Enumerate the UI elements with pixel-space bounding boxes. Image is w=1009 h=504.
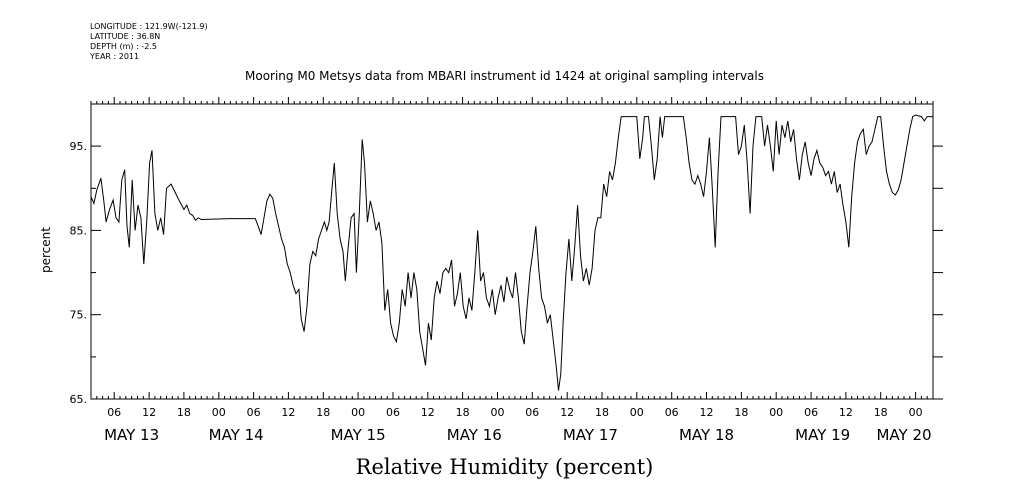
- x-axis-label: Relative Humidity (percent): [355, 455, 654, 479]
- x-tick-label: 06: [247, 406, 261, 419]
- x-tick-label: 18: [316, 406, 330, 419]
- x-tick-label: 06: [665, 406, 679, 419]
- x-ticks: 06 12 18 00 06 12 18 00 06 12 18 00 06 12 18 00 06 12 18 00…: [107, 97, 923, 419]
- x-tick-label: 00: [909, 406, 923, 419]
- y-tick-label: 75.: [70, 309, 88, 322]
- x-tick-label: 06: [107, 406, 121, 419]
- metadata-line-longitude: LONGITUDE : 121.9W(-121.9): [90, 22, 208, 31]
- x-tick-label: 12: [560, 406, 574, 419]
- x-date-label: MAY 19: [795, 426, 850, 444]
- metadata-line-latitude: LATITUDE : 36.8N: [90, 32, 161, 41]
- plot-frame: [90, 103, 934, 400]
- x-tick-label: 12: [700, 406, 714, 419]
- x-tick-label: 18: [874, 406, 888, 419]
- x-tick-label: 00: [212, 406, 226, 419]
- minor-ticks: [90, 101, 934, 399]
- x-tick-label: 18: [734, 406, 748, 419]
- x-tick-label: 18: [595, 406, 609, 419]
- x-tick-label: 00: [491, 406, 505, 419]
- x-tick-label: 12: [142, 406, 156, 419]
- x-date-label: MAY 18: [679, 426, 734, 444]
- x-tick-label: 06: [525, 406, 539, 419]
- x-tick-label: 06: [804, 406, 818, 419]
- metadata-line-depth: DEPTH (m) : -2.5: [90, 42, 157, 51]
- humidity-series-line: [90, 114, 933, 391]
- x-date-label: MAY 15: [331, 426, 386, 444]
- x-date-label: MAY 20: [876, 426, 931, 444]
- x-tick-label: 12: [281, 406, 295, 419]
- metadata-line-year: YEAR : 2011: [90, 52, 140, 61]
- x-tick-label: 18: [177, 406, 191, 419]
- date-labels: MAY 13 MAY 14 MAY 15 MAY 16 MAY 17 MAY 18 MAY …: [104, 426, 931, 444]
- x-tick-label: 12: [421, 406, 435, 419]
- y-tick-label: 85.: [70, 224, 88, 237]
- x-date-label: MAY 14: [209, 426, 264, 444]
- x-tick-label: 00: [630, 406, 644, 419]
- x-tick-label: 12: [839, 406, 853, 419]
- x-tick-label: 18: [456, 406, 470, 419]
- y-tick-label: 65.: [70, 393, 88, 406]
- x-tick-label: 06: [386, 406, 400, 419]
- x-date-label: MAY 17: [563, 426, 618, 444]
- y-tick-label: 95.: [70, 140, 88, 153]
- chart-title: Mooring M0 Metsys data from MBARI instru…: [245, 69, 764, 83]
- x-date-label: MAY 16: [447, 426, 502, 444]
- y-ticks: 65. 75. 85. 95.: [70, 140, 943, 406]
- x-date-label: MAY 13: [104, 426, 159, 444]
- x-tick-label: 00: [769, 406, 783, 419]
- x-tick-label: 00: [351, 406, 365, 419]
